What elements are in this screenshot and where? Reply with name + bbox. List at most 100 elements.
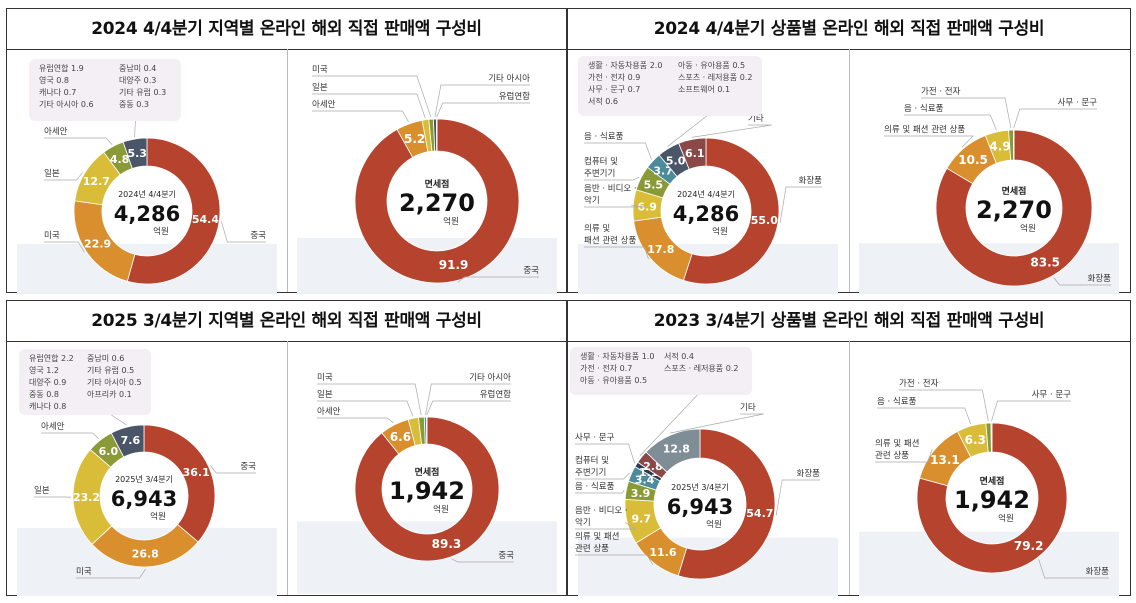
segment-value-label: 12.7 — [83, 175, 110, 188]
donut-segment — [935, 129, 1093, 287]
leader-line — [425, 400, 511, 416]
segment-name-label: 화장품 — [799, 175, 823, 186]
segment-name-label: 기타 아시아 — [469, 372, 511, 383]
label-line: 일본 — [34, 486, 50, 496]
legend-item: 아동 · 유아용품 0.5 — [678, 60, 745, 70]
segment-value-label: 4.8 — [110, 153, 130, 166]
label-line: 미국 — [317, 373, 333, 383]
label-line: 음 · 식료품 — [575, 482, 615, 492]
segment-value-label: 22.9 — [84, 237, 111, 250]
label-line: 일본 — [44, 169, 60, 179]
leader-line — [904, 114, 997, 131]
leader-line — [311, 93, 425, 118]
center-label: 면세점 — [980, 475, 1005, 487]
leader-line — [575, 472, 630, 480]
leader-line — [921, 97, 1012, 129]
label-line: 주변기기 — [584, 168, 615, 179]
segment-value-label: 3.9 — [631, 487, 651, 500]
segment-value-label: 3.7 — [653, 164, 673, 177]
segment-value-label: 17.8 — [647, 243, 674, 256]
segment-name-label: 기타 — [740, 403, 756, 413]
segment-name-label: 화장품 — [1086, 566, 1110, 577]
online-chart: 54.4 22.9 12.7 4.8 5.3 중국 미국 일본 아세안 유럽연합 1.9 영국 0.… — [7, 49, 288, 294]
label-line: 아세안 — [312, 99, 336, 110]
segment-name-label: 중국 — [523, 266, 539, 276]
center-total: 6,943 — [667, 495, 733, 519]
leader-line — [584, 142, 652, 160]
center-total: 2,270 — [399, 189, 475, 217]
leader-line — [311, 75, 431, 118]
label-line: 관련 상품 — [575, 543, 609, 554]
legend-item: 유럽연합 1.9 — [39, 64, 84, 73]
donut-segment — [682, 137, 780, 285]
label-line: 음반 · 비디오 · — [575, 505, 628, 516]
panel-title: 2023 3/4분기 상품별 온라인 해외 직접 판매액 구성비 — [568, 301, 1130, 342]
label-line: 의류 및 — [584, 223, 610, 234]
leader-line — [669, 413, 764, 434]
segment-name-label: 일본 — [317, 390, 333, 400]
center-total: 2,270 — [976, 196, 1052, 224]
leader-line — [424, 383, 511, 416]
segment-name-label: 일본 — [312, 83, 328, 93]
label-line: 중국 — [250, 231, 266, 241]
segment-name-label: 음 · 식료품 — [877, 397, 917, 407]
leader-line — [691, 124, 772, 138]
donut-chart: 83.5 10.54.9 화장품 의류 및 패션 관련 상품 음 · 식료품 가전 · 전… — [859, 86, 1119, 294]
label-line: 의류 및 패션 관련 상품 — [884, 124, 965, 135]
panel-2024q4-product: 2024 4/4분기 상품별 온라인 해외 직접 판매액 구성비 55.0 17.… — [567, 8, 1131, 294]
label-line: 악기 — [575, 517, 591, 528]
leader-line — [899, 389, 989, 422]
segment-value-label: 11.6 — [649, 546, 676, 559]
label-line: 아세안 — [317, 406, 341, 417]
legend-item: 아동 · 유아용품 0.5 — [580, 375, 647, 385]
legend-item: 기타 아시아 0.5 — [87, 377, 142, 387]
leader-line — [44, 241, 85, 253]
segment-name-label: 일본 — [34, 486, 50, 496]
legend-item: 영국 1.2 — [29, 365, 59, 375]
dutyfree-chart: 89.3 6.6 중국 아세안 일본 미국 기타 아시아 유럽연합 면세점 1,942 억원 — [287, 341, 567, 595]
segment-name-label: 음반 · 비디오 ·악기 — [584, 183, 637, 206]
legend-item: 대양주 0.3 — [119, 76, 156, 85]
center-total: 4,286 — [114, 202, 180, 226]
legend-box — [29, 59, 181, 121]
segment-name-label: 화장품 — [797, 468, 821, 479]
segment-value-label: 5.0 — [666, 154, 686, 167]
donut-segment — [126, 137, 221, 285]
leader-line — [134, 120, 136, 138]
segment-name-label: 화장품 — [1088, 273, 1112, 284]
donut-segment — [110, 424, 145, 458]
segment-value-label: 54.4 — [192, 213, 219, 226]
center-unit: 억원 — [150, 511, 166, 522]
legend-item: 중동 0.8 — [29, 390, 59, 399]
leader-line — [76, 568, 146, 579]
label-line: 기타 아시아 — [488, 73, 530, 84]
panel-2023q3-product: 2023 3/4분기 상품별 온라인 해외 직접 판매액 구성비 54.7 11.… — [567, 300, 1131, 596]
segment-value-label: 5.5 — [644, 178, 664, 191]
segment-name-label: 유럽연합 — [479, 390, 510, 400]
center-label: 2025년 3/4분기 — [671, 482, 729, 492]
segment-value-label: 6.9 — [637, 200, 657, 213]
segment-name-label: 유럽연합 — [498, 92, 529, 102]
leader-line — [44, 137, 113, 145]
label-line: 사무 · 문구 — [1058, 98, 1098, 108]
label-line: 화장품 — [797, 468, 821, 479]
leader-line — [884, 135, 975, 148]
segment-name-label: 미국 — [312, 65, 328, 75]
segment-name-label: 미국 — [317, 373, 333, 383]
center-total: 1,942 — [389, 477, 465, 505]
donut-segment — [354, 118, 519, 284]
label-line: 음 · 식료품 — [584, 132, 624, 142]
segment-value-label: 9.7 — [632, 512, 652, 525]
panel-2025q3-region: 2025 3/4분기 지역별 온라인 해외 직접 판매액 구성비 36.1 26.… — [6, 300, 567, 596]
label-line: 유럽연합 — [479, 390, 510, 400]
center-total: 6,943 — [111, 487, 177, 511]
label-line: 패션 관련 상품 — [584, 235, 637, 246]
legend-item: 생활 · 자동차용품 1.0 — [580, 351, 654, 361]
legend-item: 가전 · 전자 0.9 — [588, 72, 640, 82]
leader-line — [584, 204, 645, 208]
segment-value-label: 54.7 — [746, 507, 773, 520]
